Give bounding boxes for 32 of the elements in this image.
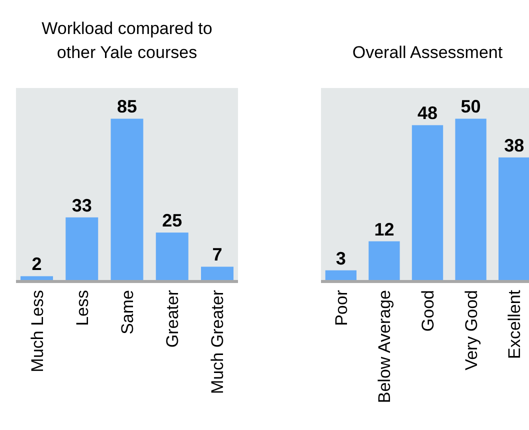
data-label: 2 bbox=[32, 254, 42, 274]
bar bbox=[412, 125, 444, 280]
data-label: 12 bbox=[374, 219, 394, 240]
bar bbox=[325, 270, 356, 280]
data-label: 85 bbox=[116, 96, 138, 117]
bar bbox=[201, 266, 234, 280]
data-label: 50 bbox=[460, 96, 481, 117]
bar bbox=[455, 118, 486, 280]
x-tick-label: Same bbox=[118, 290, 137, 334]
x-tick-label: Much Less bbox=[28, 290, 47, 372]
data-label: 25 bbox=[162, 210, 182, 231]
data-label: 3 bbox=[336, 248, 346, 268]
x-tick-label: Less bbox=[72, 290, 92, 326]
x-tick-label: Excellent bbox=[505, 290, 524, 359]
bar bbox=[20, 276, 53, 280]
chart-title: Workload compared to other Yale courses bbox=[42, 19, 212, 62]
data-label: 7 bbox=[212, 244, 222, 265]
bar bbox=[498, 157, 529, 280]
x-tick-label: Below Average bbox=[375, 290, 394, 404]
chart-title: Overall Assessment bbox=[352, 43, 503, 62]
x-tick-label: Greater bbox=[163, 290, 182, 348]
bar bbox=[368, 241, 400, 280]
data-label: 48 bbox=[417, 103, 438, 124]
bar bbox=[156, 232, 188, 280]
data-label: 33 bbox=[72, 195, 92, 216]
x-tick-label: Poor bbox=[332, 290, 351, 326]
x-tick-label: Good bbox=[418, 290, 438, 332]
x-tick-label: Very Good bbox=[462, 290, 481, 370]
bar bbox=[110, 118, 144, 280]
x-tick-label: Much Greater bbox=[208, 290, 228, 394]
bar bbox=[66, 217, 98, 280]
data-label: 38 bbox=[504, 135, 524, 156]
